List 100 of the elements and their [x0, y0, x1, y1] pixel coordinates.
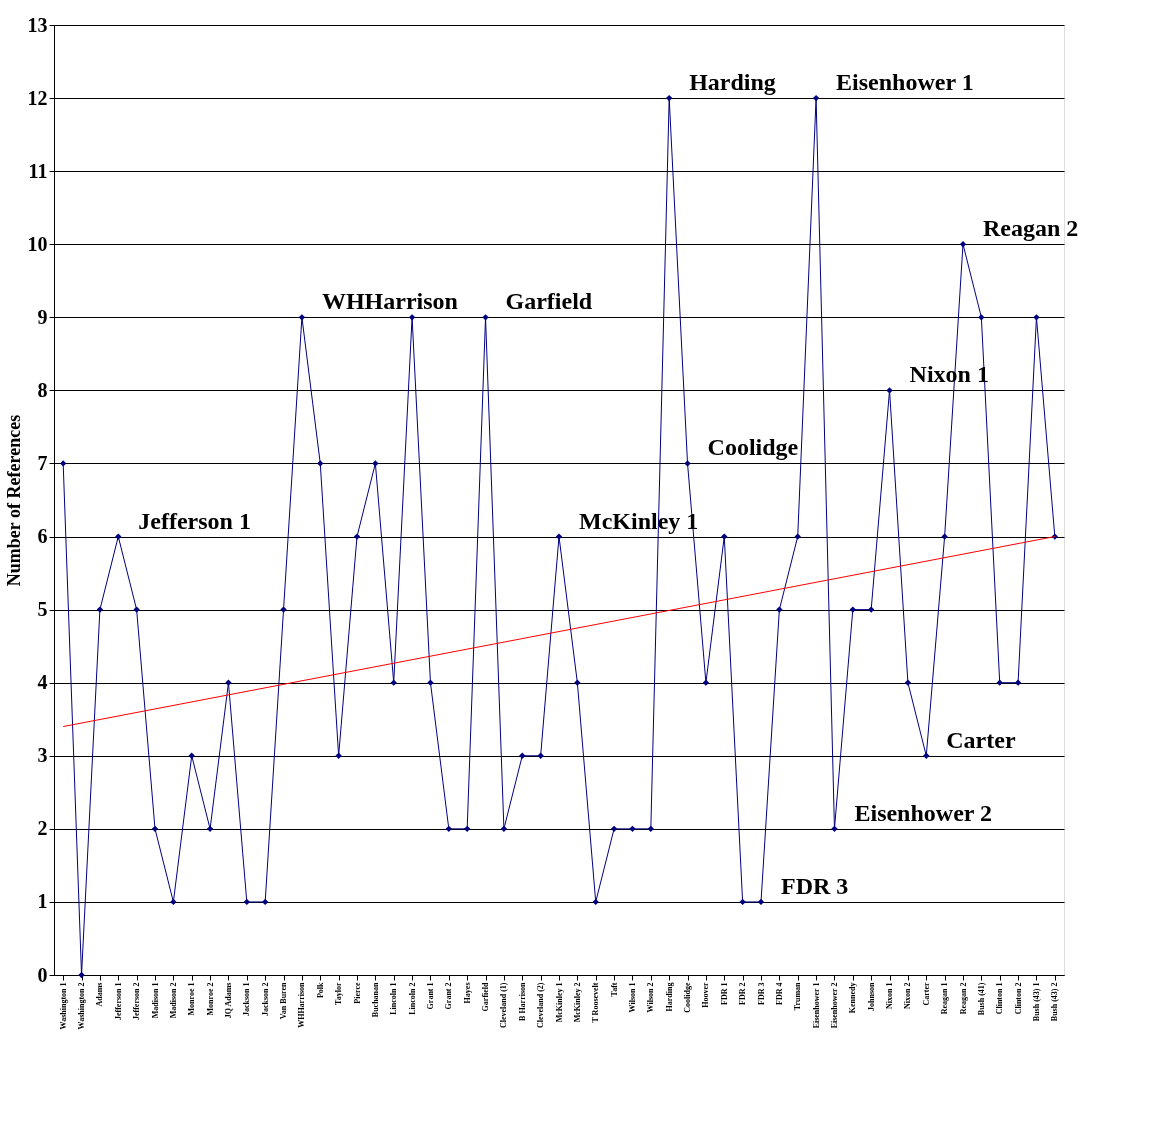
point: [923, 752, 930, 759]
annotation: Eisenhower 1: [836, 69, 974, 96]
y-tick-label: 8: [37, 378, 48, 401]
point: [408, 314, 416, 321]
y-tick-label: 2: [37, 817, 48, 840]
x-tick-label: Jackson 1: [242, 982, 252, 1017]
x-tick-label: McKinley 2: [572, 982, 582, 1023]
x-tick-label: McKinley 1: [554, 982, 564, 1023]
x-tick-label: FDR 1: [719, 982, 729, 1005]
point: [280, 606, 287, 613]
point: [941, 533, 948, 540]
x-tick-label: Lincoln 1: [389, 982, 399, 1015]
point: [978, 314, 985, 321]
x-tick-label: Bush (41): [976, 982, 986, 1016]
x-tick-label: Madison 1: [150, 982, 160, 1019]
y-tick-label: 5: [37, 598, 48, 621]
point: [849, 606, 856, 613]
annotation: Jefferson 1: [138, 507, 251, 534]
point: [78, 971, 85, 979]
point: [96, 606, 104, 613]
x-tick-label: Van Buren: [279, 981, 289, 1020]
x-tick-label: JQ Adams: [223, 982, 233, 1019]
point: [519, 752, 526, 759]
x-tick-label: Jefferson 1: [113, 982, 123, 1021]
x-tick-label: Madison 2: [168, 982, 178, 1019]
point: [170, 898, 177, 906]
x-tick-label: Johnson: [866, 981, 876, 1011]
point: [151, 825, 159, 833]
point: [666, 94, 673, 102]
point: [1033, 314, 1040, 321]
x-tick-label: FDR 4: [774, 982, 784, 1005]
annotation: Reagan 2: [983, 215, 1079, 242]
x-tick-label: FDR 3: [756, 982, 766, 1005]
point: [464, 825, 471, 833]
point: [427, 679, 434, 686]
point: [684, 460, 691, 467]
x-tick-label: FDR 2: [738, 982, 748, 1005]
x-tick-label: Bush (43) 1: [1031, 982, 1041, 1022]
x-tick-label: Taft: [609, 982, 619, 997]
point: [574, 679, 581, 686]
point: [831, 825, 838, 833]
point: [335, 752, 342, 759]
point: [721, 533, 728, 540]
point: [555, 533, 563, 540]
point: [206, 825, 214, 833]
point: [886, 387, 893, 394]
point: [702, 679, 710, 686]
y-tick-label: 7: [37, 451, 48, 474]
y-tick-label: 10: [27, 232, 48, 255]
x-tick-label: Monroe 1: [187, 982, 197, 1016]
annotation: FDR 3: [781, 872, 849, 899]
point: [610, 825, 618, 833]
point: [225, 679, 232, 686]
point: [757, 898, 765, 906]
y-tick-label: 12: [27, 86, 48, 109]
x-tick-label: Jackson 2: [260, 982, 270, 1017]
annotation: Eisenhower 2: [854, 799, 993, 826]
x-tick-label: Buchanan: [370, 981, 380, 1018]
x-tick-label: Taylor: [334, 982, 344, 1005]
y-tick-label: 11: [28, 159, 48, 182]
point: [812, 94, 820, 102]
x-tick-label: Garfield: [481, 981, 491, 1012]
x-tick-label: Washington 2: [77, 982, 87, 1030]
y-tick-label: 6: [37, 525, 48, 548]
point: [904, 679, 912, 686]
point: [115, 533, 122, 540]
point: [794, 533, 801, 540]
x-tick-label: Bush (43) 2: [1050, 982, 1060, 1022]
annotation: WHHarrison: [321, 288, 458, 315]
x-tick-label: Nixon 2: [903, 982, 913, 1009]
x-tick-label: Cleveland (1): [499, 982, 509, 1029]
annotation: Garfield: [505, 288, 593, 315]
x-tick-label: Hayes: [462, 982, 472, 1004]
point: [629, 825, 636, 833]
x-tick-label: Pierce: [352, 982, 362, 1004]
y-tick-label: 4: [37, 671, 48, 694]
x-tick-label: Eisenhower 2: [829, 982, 839, 1029]
x-tick-label: B Harrison: [517, 981, 527, 1021]
point: [133, 606, 140, 613]
x-tick-label: WHHarrison: [297, 981, 307, 1028]
x-tick-label: Nixon 1: [885, 982, 895, 1009]
point: [1014, 679, 1022, 686]
point: [592, 898, 599, 906]
point: [317, 460, 324, 467]
x-tick-label: Monroe 2: [205, 982, 215, 1016]
x-tick-label: Reagan 2: [958, 982, 968, 1015]
point: [776, 606, 783, 613]
point: [445, 825, 452, 833]
x-tick-label: Clinton 2: [1013, 982, 1023, 1015]
y-tick-label: 3: [37, 744, 48, 767]
x-tick-label: Truman: [793, 981, 803, 1011]
x-tick-label: Cleveland (2): [536, 982, 546, 1029]
point: [298, 314, 306, 321]
y-tick-label: 1: [37, 890, 48, 913]
x-tick-label: Grant 1: [425, 982, 435, 1010]
y-axis-title: Number of References: [3, 414, 24, 587]
y-tick-label: 13: [27, 13, 48, 36]
point: [739, 898, 746, 906]
point: [868, 606, 875, 613]
x-tick-label: Wilson 1: [627, 982, 637, 1013]
